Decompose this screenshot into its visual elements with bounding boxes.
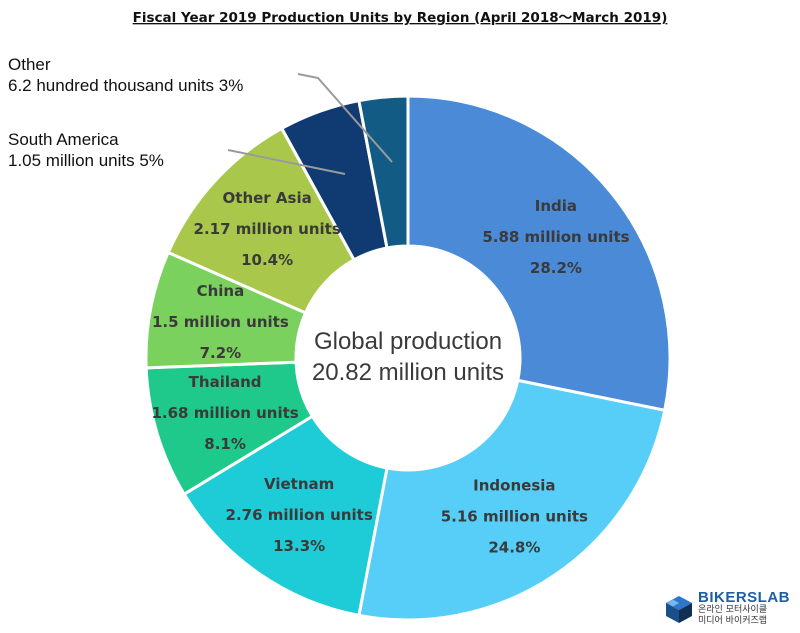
outside-label-south-america-0: South America — [8, 130, 119, 149]
slice-label-china-2: 7.2% — [200, 344, 242, 362]
slice-label-india-2: 28.2% — [530, 259, 582, 277]
leader-line-south-america — [227, 149, 346, 175]
slice-label-china-1: 1.5 million units — [152, 313, 289, 331]
slice-label-indonesia-1: 5.16 million units — [441, 508, 588, 526]
slice-label-vietnam-1: 2.76 million units — [226, 506, 373, 524]
slice-label-other-asia-1: 2.17 million units — [194, 220, 341, 238]
slice-label-china-0: China — [197, 282, 245, 300]
slice-label-vietnam-2: 13.3% — [273, 537, 325, 555]
slice-label-india-1: 5.88 million units — [482, 228, 629, 246]
slice-label-thailand-1: 1.68 million units — [151, 404, 298, 422]
slice-label-indonesia-0: Indonesia — [473, 477, 555, 495]
slice-indonesia — [357, 378, 667, 622]
watermark-sub1: 온라인 모터사이클 — [697, 605, 768, 615]
cube-logo-icon — [664, 594, 694, 624]
slice-label-thailand-2: 8.1% — [204, 435, 246, 453]
leader-line-other — [297, 73, 393, 163]
watermark-brand: BIKERSLAB — [697, 589, 790, 606]
slice-india — [406, 94, 672, 413]
bikerslab-watermark: BIKERSLAB 온라인 모터사이클 미디어 바이커즈랩 — [664, 590, 790, 627]
slice-label-vietnam-0: Vietnam — [264, 475, 334, 493]
slice-other — [357, 94, 410, 250]
outside-label-south-america-1: 1.05 million units 5% — [8, 151, 164, 170]
slice-label-other-asia-0: Other Asia — [223, 189, 312, 207]
slice-label-india-0: India — [535, 197, 577, 215]
outside-label-other-0: Other — [8, 55, 51, 74]
center-label-line2: 20.82 million units — [312, 359, 504, 386]
slice-vietnam — [182, 414, 389, 618]
center-label-line1: Global production — [314, 328, 502, 355]
watermark-sub2: 미디어 바이커즈랩 — [697, 616, 768, 626]
slice-label-thailand-0: Thailand — [189, 373, 262, 391]
slice-label-other-asia-2: 10.4% — [241, 251, 293, 269]
slice-label-indonesia-2: 24.8% — [488, 539, 540, 557]
chart-title: Fiscal Year 2019 Production Units by Reg… — [133, 10, 668, 26]
outside-label-other-1: 6.2 hundred thousand units 3% — [8, 76, 243, 95]
